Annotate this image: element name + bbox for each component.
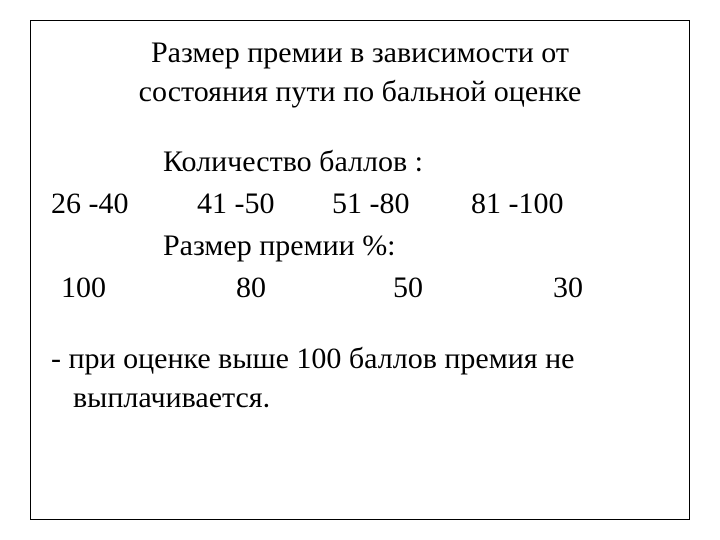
bonus-val-3: 50 [341,267,491,309]
note-line-2: выплачивается. [51,378,669,417]
title-block: Размер премии в зависимости от состояния… [51,33,669,111]
bonus-val-1: 100 [51,267,186,309]
title-line-1: Размер премии в зависимости от [86,33,634,72]
scores-label: Количество баллов : [163,141,669,183]
title-line-2: состояния пути по бальной оценке [86,72,634,111]
score-range-3: 51 -80 [326,183,461,225]
note-line-1: - при оценке выше 100 баллов премия не [51,339,669,378]
bonus-val-2: 80 [186,267,341,309]
note-block: - при оценке выше 100 баллов премия не в… [51,339,669,417]
score-range-1: 26 -40 [51,183,181,225]
scores-row: 26 -40 41 -50 51 -80 81 -100 [51,183,669,225]
score-range-2: 41 -50 [181,183,326,225]
score-range-4: 81 -100 [461,183,606,225]
bonus-row: 100 80 50 30 [51,267,669,309]
bonus-val-4: 30 [491,267,631,309]
slide-frame: Размер премии в зависимости от состояния… [30,20,690,520]
bonus-label: Размер премии %: [163,225,669,267]
